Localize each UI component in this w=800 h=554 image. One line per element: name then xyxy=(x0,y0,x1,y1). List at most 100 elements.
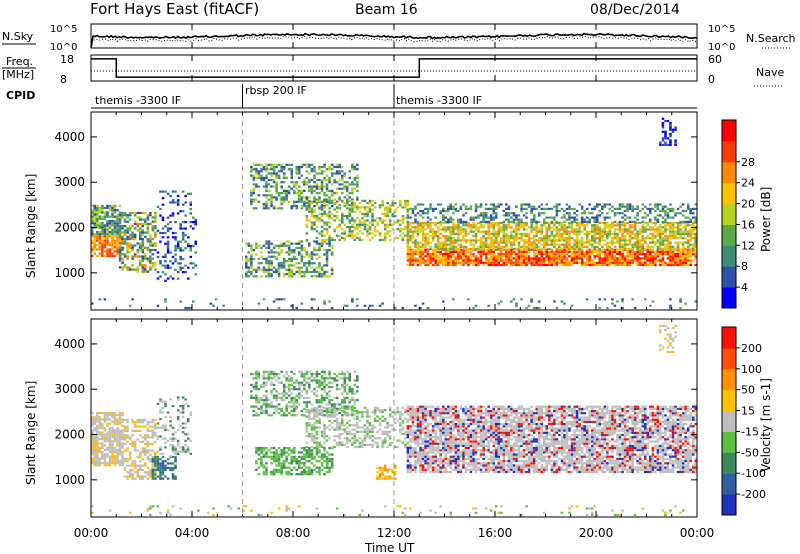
range-cell xyxy=(290,187,294,190)
range-cell xyxy=(356,185,359,188)
range-cell xyxy=(603,263,607,267)
range-cell xyxy=(356,205,359,208)
range-cell xyxy=(290,273,294,276)
range-cell xyxy=(295,270,299,273)
range-cell xyxy=(146,240,150,243)
range-cell xyxy=(328,240,331,243)
range-cell xyxy=(146,440,150,443)
range-cell xyxy=(669,209,672,213)
range-cell xyxy=(510,226,513,229)
range-cell xyxy=(661,241,665,244)
range-cell xyxy=(265,200,268,203)
range-cell xyxy=(527,255,531,258)
range-cell xyxy=(411,226,415,229)
range-cell xyxy=(275,460,278,463)
range-cell xyxy=(669,245,672,248)
range-cell xyxy=(616,253,619,256)
range-cell xyxy=(290,275,294,278)
range-cell xyxy=(250,198,253,201)
range-cell xyxy=(305,215,309,218)
range-cell xyxy=(522,234,526,238)
range-cell xyxy=(184,450,187,453)
range-cell xyxy=(303,189,306,192)
range-cell xyxy=(106,422,109,425)
range-cell xyxy=(575,259,579,262)
range-cell xyxy=(123,449,127,452)
range-cell xyxy=(601,234,604,238)
range-cell xyxy=(434,259,437,262)
range-cell xyxy=(139,464,142,467)
range-cell xyxy=(429,245,432,248)
range-cell xyxy=(646,237,650,240)
range-cell xyxy=(164,253,167,256)
range-cell xyxy=(671,230,675,233)
range-cell xyxy=(482,237,485,240)
range-cell xyxy=(328,275,331,278)
range-cell xyxy=(500,253,503,256)
range-cell xyxy=(532,216,536,219)
range-cell xyxy=(298,462,301,465)
range-cell xyxy=(563,243,566,246)
range-cell xyxy=(548,248,551,251)
range-cell xyxy=(106,241,109,244)
range-cell xyxy=(560,257,564,260)
range-cell xyxy=(141,458,145,461)
range-cell xyxy=(358,223,362,226)
range-cell xyxy=(588,255,591,258)
range-cell xyxy=(323,264,326,267)
range-cell xyxy=(661,232,665,235)
range-cell xyxy=(290,172,294,175)
range-cell xyxy=(426,232,430,235)
range-cell xyxy=(548,216,551,219)
range-cell xyxy=(684,216,687,219)
range-cell xyxy=(522,232,526,235)
range-cell xyxy=(383,238,387,242)
range-cell xyxy=(442,300,445,303)
range-cell xyxy=(520,239,523,242)
range-cell xyxy=(644,230,647,233)
range-cell xyxy=(318,232,321,235)
range-cell xyxy=(656,218,660,221)
range-cell xyxy=(457,239,460,242)
range-cell xyxy=(255,246,258,250)
range-cell xyxy=(421,261,425,264)
range-cell xyxy=(686,253,690,256)
range-cell xyxy=(474,207,478,210)
range-cell xyxy=(93,429,97,432)
range-cell xyxy=(684,253,687,256)
range-cell xyxy=(484,241,488,244)
range-cell xyxy=(507,220,511,223)
range-cell xyxy=(305,170,309,173)
range-cell xyxy=(108,440,112,443)
range-cell xyxy=(489,263,493,267)
range-cell xyxy=(272,455,276,458)
range-cell xyxy=(535,234,538,238)
range-cell xyxy=(338,187,341,190)
range-cell xyxy=(500,241,503,244)
range-cell xyxy=(671,255,675,258)
range-cell xyxy=(666,261,670,264)
range-cell xyxy=(121,420,124,423)
range-cell xyxy=(113,461,117,465)
range-cell xyxy=(515,304,518,307)
range-cell xyxy=(459,263,463,267)
range-cell xyxy=(583,218,586,221)
range-cell xyxy=(631,230,634,233)
range-cell xyxy=(616,300,619,303)
range-cell xyxy=(623,218,627,221)
range-cell xyxy=(290,242,294,245)
range-cell xyxy=(439,253,442,256)
range-cell xyxy=(512,241,516,244)
range-cell xyxy=(315,202,319,205)
range-cell xyxy=(444,237,448,240)
range-cell xyxy=(543,257,546,260)
range-cell xyxy=(596,245,599,248)
range-cell xyxy=(553,241,556,244)
range-cell xyxy=(656,230,660,233)
range-cell xyxy=(270,202,273,206)
range-cell xyxy=(659,203,662,206)
range-cell xyxy=(300,302,304,305)
range-cell xyxy=(363,304,367,307)
range-cell xyxy=(108,206,112,210)
range-cell xyxy=(108,241,112,244)
